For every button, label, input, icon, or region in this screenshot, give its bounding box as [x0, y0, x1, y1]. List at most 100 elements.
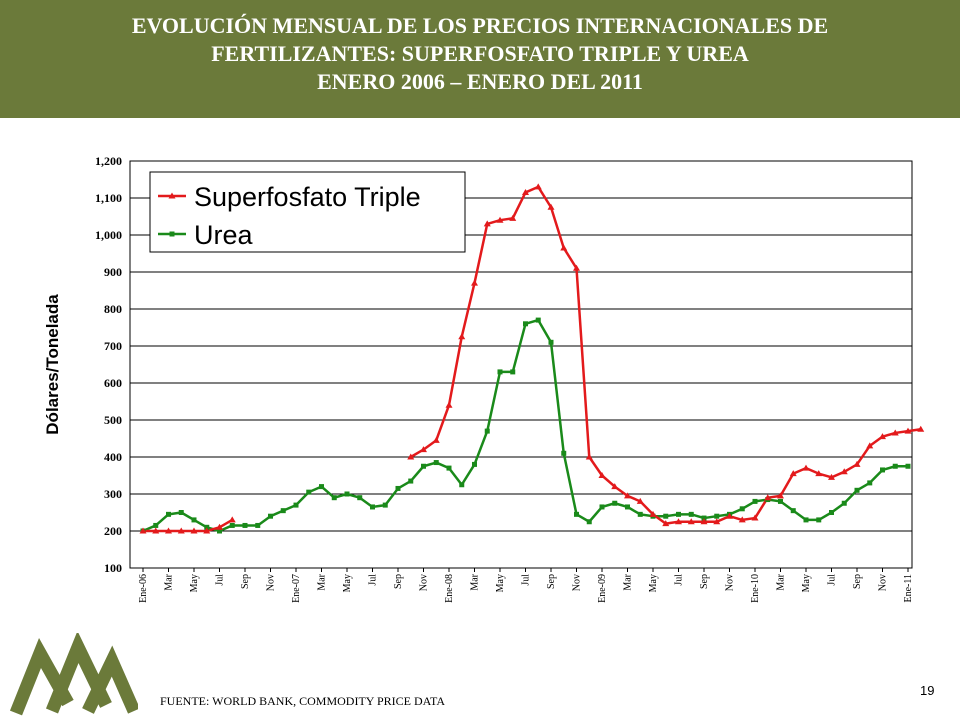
data-point: [382, 502, 388, 508]
x-tick-label: Jul: [674, 574, 685, 586]
data-point: [255, 522, 261, 528]
data-point: [561, 450, 567, 456]
data-point: [204, 524, 210, 530]
data-point: [560, 244, 568, 251]
data-point: [420, 446, 427, 453]
x-tick-label: Sep: [852, 574, 863, 589]
y-tick-label: 100: [104, 561, 122, 575]
y-tick-label: 1,100: [95, 191, 122, 205]
data-point: [586, 519, 592, 525]
x-tick-label: Mar: [776, 573, 787, 590]
data-point: [547, 203, 555, 210]
y-tick-label: 600: [104, 376, 122, 390]
data-point: [700, 518, 708, 525]
data-point: [853, 460, 861, 467]
data-point: [169, 231, 175, 237]
data-point: [879, 433, 886, 440]
x-tick-label: Nov: [266, 574, 277, 591]
y-tick-label: 1,000: [95, 228, 122, 242]
x-tick-label: Mar: [164, 573, 175, 590]
x-tick-label: Mar: [623, 573, 634, 590]
data-point: [395, 485, 401, 491]
x-tick-label: Nov: [725, 574, 736, 591]
data-point: [483, 220, 491, 227]
data-point: [599, 504, 605, 510]
data-point: [803, 517, 809, 523]
x-tick-label: May: [801, 574, 812, 592]
title-line-2: FERTILIZANTES: SUPERFOSFATO TRIPLE Y URE…: [211, 41, 749, 66]
title-line-3: ENERO 2006 – ENERO DEL 2011: [317, 69, 643, 94]
x-tick-label: Ene-11: [903, 574, 914, 603]
data-point: [713, 518, 721, 525]
data-point: [789, 470, 797, 477]
data-point: [738, 516, 746, 523]
data-point: [624, 492, 631, 499]
data-point: [778, 498, 783, 504]
x-tick-label: Ene-08: [444, 574, 455, 603]
data-point: [293, 502, 299, 508]
data-point: [840, 468, 848, 475]
x-tick-label: Ene-09: [597, 574, 608, 603]
x-tick-label: Jul: [368, 574, 379, 586]
triangular-peaks-logo: [9, 633, 138, 716]
data-point: [676, 511, 681, 517]
data-point: [662, 520, 670, 527]
x-tick-label: Nov: [878, 574, 889, 591]
data-point: [496, 216, 504, 223]
data-point: [829, 510, 834, 515]
data-point: [611, 483, 619, 490]
data-point: [625, 504, 630, 510]
data-point: [752, 498, 758, 504]
data-point: [802, 464, 810, 471]
source-note: FUENTE: WORLD BANK, COMMODITY PRICE DATA: [160, 694, 446, 708]
x-tick-label: Nov: [572, 574, 583, 591]
data-point: [816, 517, 822, 523]
x-tick-label: Ene-07: [291, 574, 302, 603]
y-tick-label: 400: [104, 450, 122, 464]
data-point: [649, 510, 657, 517]
data-point: [168, 192, 176, 199]
data-point: [815, 470, 823, 477]
x-tick-label: Sep: [393, 574, 404, 589]
data-point: [190, 527, 198, 534]
data-point: [331, 495, 337, 501]
data-point: [510, 369, 516, 375]
data-point: [841, 500, 847, 506]
x-tick-label: Ene-10: [750, 574, 761, 603]
data-point: [535, 317, 541, 323]
data-point: [166, 511, 171, 517]
data-point: [854, 487, 860, 493]
data-point: [739, 506, 745, 512]
data-point: [280, 508, 286, 514]
data-point: [229, 522, 235, 528]
x-tick-label: May: [189, 574, 200, 592]
y-tick-label: 800: [104, 302, 122, 316]
x-tick-label: Sep: [699, 574, 710, 589]
data-point: [357, 495, 363, 501]
data-point: [509, 214, 517, 221]
data-point: [228, 516, 236, 523]
data-point: [408, 478, 414, 484]
y-tick-label: 200: [104, 524, 122, 538]
y-tick-label: 500: [104, 413, 122, 427]
data-point: [917, 425, 925, 432]
data-point: [585, 453, 593, 460]
data-point: [471, 279, 478, 286]
title-banner: EVOLUCIÓN MENSUAL DE LOS PRECIOS INTERNA…: [0, 0, 960, 118]
data-point: [191, 517, 197, 523]
price-line-chart: 100 200 300 400 500 600 700 800 900 1,000 1,100 1,2…: [43, 154, 925, 603]
data-point: [790, 508, 796, 514]
data-point: [432, 436, 440, 443]
data-point: [714, 513, 720, 519]
x-tick-label: Jul: [521, 574, 532, 586]
data-point: [152, 527, 160, 534]
data-point: [344, 491, 350, 497]
data-point: [828, 473, 835, 480]
x-tick-label: Sep: [240, 574, 251, 589]
data-point: [523, 321, 528, 327]
data-point: [433, 460, 439, 466]
data-point: [598, 472, 606, 478]
x-tick-label: Nov: [419, 574, 430, 591]
plot-frame: [129, 160, 913, 569]
data-point: [764, 494, 772, 501]
